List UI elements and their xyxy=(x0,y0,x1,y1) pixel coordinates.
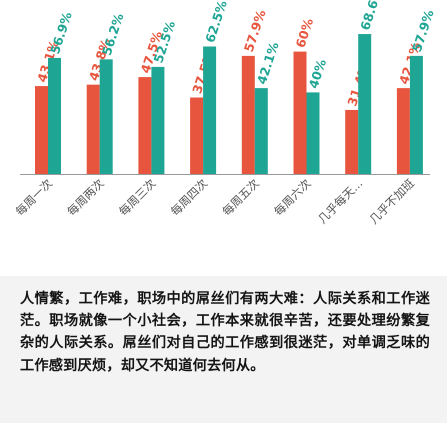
bar-series-2-4 xyxy=(203,46,217,174)
data-label-series-2-5: 42.1% xyxy=(254,40,282,86)
bar-series-2-5 xyxy=(254,88,268,174)
bar-chart: 43.1%56.9%每周一次43.8%56.2%每周两次47.5%52.5%每周… xyxy=(13,0,437,227)
bar-series-2-7 xyxy=(358,34,372,174)
category-label-6: 每周六次 xyxy=(271,176,314,219)
bar-series-2-2 xyxy=(99,59,113,174)
bar-series-1-4 xyxy=(190,97,204,174)
category-label-2: 每周两次 xyxy=(64,176,107,219)
category-label-4: 每周四次 xyxy=(168,176,211,219)
category-label-8: 几乎不加班 xyxy=(366,176,417,227)
bar-series-1-1 xyxy=(35,86,48,174)
chart-panel: 43.1% 56.9% 每周一次 43.8% 56.2% 每周两次 47.5% 52.5% 每周… xyxy=(0,0,447,276)
data-label-series-2-8: 57.9% xyxy=(409,7,437,53)
data-label-series-2-7: 68.6% xyxy=(357,0,385,32)
bar-series-2-3 xyxy=(151,66,165,174)
category-label-1: 每周一次 xyxy=(13,176,56,219)
data-label-series-2-2: 56.2% xyxy=(99,11,127,57)
data-label-series-2-6: 40% xyxy=(306,57,330,91)
category-label-7: 几乎每天... xyxy=(315,176,365,226)
data-label-series-2-1: 56.9% xyxy=(47,10,75,56)
category-label-3: 每周三次 xyxy=(116,176,159,219)
bar-series-1-2 xyxy=(86,84,100,174)
caption-text: 人情繁，工作难，职场中的屌丝们有两大难：人际关系和工作迷茫。职场就像一个小社会，… xyxy=(20,291,430,374)
bar-series-2-8 xyxy=(409,55,423,174)
bar-series-1-6 xyxy=(293,51,307,174)
data-label-series-1-6: 60% xyxy=(293,16,317,50)
bar-series-1-7 xyxy=(345,109,359,174)
bar-series-1-8 xyxy=(396,88,410,174)
bar-series-1-3 xyxy=(138,77,152,174)
data-label-series-2-4: 62.5% xyxy=(202,0,230,44)
bar-series-2-1 xyxy=(48,57,61,175)
bar-series-2-6 xyxy=(306,92,320,174)
bar-series-1-5 xyxy=(241,55,255,174)
text-panel: 人情繁，工作难，职场中的屌丝们有两大难：人际关系和工作迷茫。职场就像一个小社会，… xyxy=(0,276,447,423)
category-label-5: 每周五次 xyxy=(219,176,262,219)
